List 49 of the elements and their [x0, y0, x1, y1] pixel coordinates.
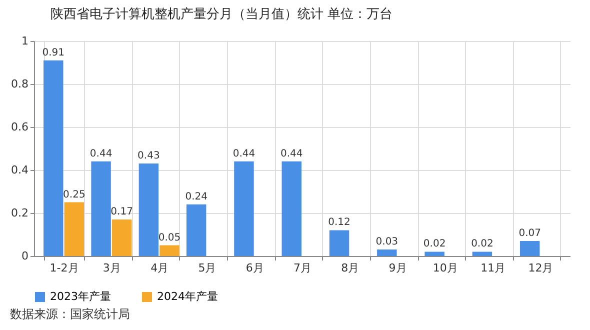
x-tick-label: 8月: [341, 262, 360, 274]
data-label: 0.91: [42, 47, 65, 58]
bar: [138, 164, 159, 256]
bar: [64, 202, 84, 256]
data-label: 0.44: [280, 148, 303, 160]
x-tick-label: 10月: [432, 262, 458, 274]
x-tick-label: 4月: [150, 262, 169, 274]
bar: [520, 240, 540, 256]
x-tick-label: 3月: [102, 262, 121, 274]
data-label: 0.43: [138, 150, 160, 162]
data-label: 0.12: [328, 217, 350, 228]
data-label: 0.07: [518, 228, 541, 239]
bar: [424, 252, 444, 256]
bar: [186, 204, 206, 256]
bar: [234, 161, 254, 256]
x-tick-label: 7月: [294, 262, 312, 274]
chart-title: 陕西省电子计算机整机产量分月（当月值）统计 单位：万台: [50, 7, 393, 22]
bar: [91, 161, 111, 256]
x-tick-label: 1-2月: [50, 262, 79, 274]
data-label: 0.17: [110, 206, 133, 218]
bar: [472, 252, 492, 256]
data-label: 0.03: [376, 236, 398, 248]
data-label: 0.44: [232, 148, 256, 160]
bar: [112, 219, 132, 256]
data-label: 0.25: [63, 189, 86, 200]
x-tick-label: 11月: [480, 262, 506, 274]
y-tick-label: 0.8: [11, 78, 28, 90]
data-label: 0.02: [471, 238, 494, 250]
data-label: 0.02: [423, 238, 446, 250]
x-tick-label: 6月: [246, 262, 264, 274]
bar: [377, 250, 397, 256]
legend-label: 2024年产量: [157, 290, 218, 303]
source-note: 数据来源：国家统计局: [10, 306, 130, 323]
y-tick-label: 0: [22, 250, 28, 262]
data-label: 0.44: [90, 148, 112, 160]
bar: [282, 161, 302, 256]
bar: [160, 245, 180, 256]
data-label: 0.24: [185, 191, 208, 202]
y-tick-label: 1: [22, 34, 28, 48]
y-tick-label: 0.2: [11, 206, 28, 220]
legend-label: 2023年产量: [50, 290, 111, 303]
y-tick-label: 0.6: [11, 120, 28, 134]
x-tick-label: 9月: [388, 262, 407, 274]
x-tick-label: 12月: [528, 262, 554, 274]
x-tick-label: 5月: [198, 262, 216, 274]
y-tick-label: 0.4: [11, 164, 28, 176]
bar: [44, 60, 64, 256]
data-label: 0.05: [158, 232, 181, 244]
bar: [329, 230, 350, 256]
